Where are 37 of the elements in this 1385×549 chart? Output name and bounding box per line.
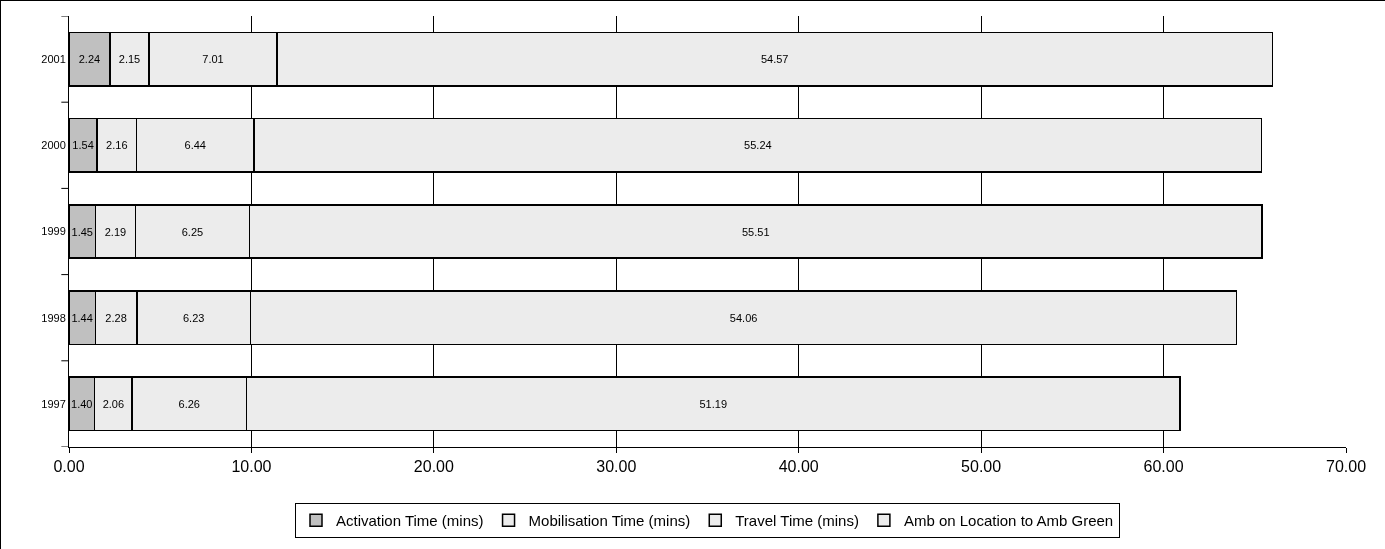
data-label: 7.01 (202, 53, 224, 66)
data-label: 1.40 (71, 397, 93, 410)
data-label: 54.57 (760, 53, 789, 66)
data-label: 2.24 (78, 53, 101, 66)
y-tick-label: 2001 (41, 52, 66, 65)
legend-label: Activation Time (mins) (336, 512, 484, 530)
data-label: 51.19 (699, 397, 728, 410)
data-label: 55.24 (744, 139, 772, 152)
y-tick-label: 1998 (41, 311, 66, 324)
x-tick-label: 60.00 (1143, 458, 1184, 476)
data-label: 54.06 (729, 311, 758, 324)
x-tick-label: 30.00 (596, 458, 637, 476)
x-tick-label: 40.00 (778, 458, 819, 476)
data-label: 6.25 (181, 225, 204, 238)
y-tick-label: 2000 (41, 139, 66, 152)
x-tick-label: 0.00 (53, 458, 85, 476)
data-label: 2.28 (105, 311, 127, 324)
x-tick-label: 20.00 (413, 458, 454, 476)
data-label: 1.44 (71, 311, 93, 324)
x-tick-label: 70.00 (1325, 458, 1367, 476)
data-label: 6.23 (182, 311, 205, 324)
y-tick-label: 1999 (41, 225, 66, 238)
data-label: 1.54 (72, 139, 94, 152)
data-label: 2.19 (104, 225, 127, 238)
data-label: 2.15 (118, 53, 141, 66)
y-tick-label: 1997 (41, 397, 66, 410)
data-label: 1.45 (71, 225, 93, 238)
data-label: 6.44 (184, 139, 206, 152)
legend-label: Amb on Location to Amb Green (903, 512, 1114, 530)
legend-label: Travel Time (mins) (735, 512, 859, 530)
x-tick-label: 10.00 (231, 458, 272, 476)
x-tick-label: 50.00 (961, 458, 1002, 476)
legend-label: Mobilisation Time (mins) (528, 512, 691, 530)
data-label: 2.16 (106, 139, 128, 152)
data-label: 2.06 (102, 397, 125, 410)
data-label: 6.26 (178, 397, 200, 410)
data-label: 55.51 (741, 225, 770, 238)
